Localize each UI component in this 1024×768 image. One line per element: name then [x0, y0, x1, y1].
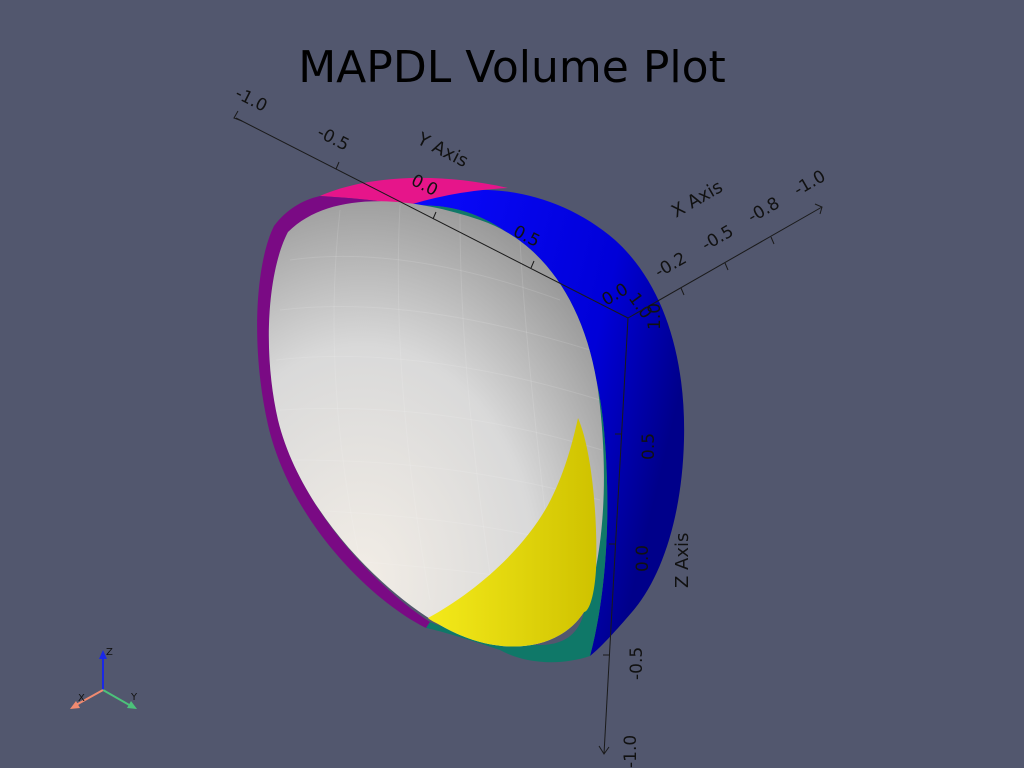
triad-z-label: Z [106, 647, 113, 658]
plot-title: MAPDL Volume Plot [298, 42, 726, 93]
triad-x-axis [75, 689, 104, 706]
triad-z-arrowhead [99, 650, 107, 659]
y-axis-tick-label: -0.5 [314, 123, 353, 156]
z-axis-tick-label: 0.0 [633, 545, 653, 572]
rim-teal [406, 205, 608, 663]
orientation-triad: Z Y X [70, 647, 138, 709]
triad-y-axis [102, 689, 132, 707]
z-axis-title: Z Axis [672, 533, 693, 588]
triad-x-label: X [78, 693, 85, 704]
inner-surface-white [268, 201, 604, 647]
z-axis-tick-label: 0.5 [639, 433, 659, 460]
triad-x-arrowhead [70, 701, 80, 709]
x-axis-tick-label: -1.0 [791, 166, 830, 200]
outer-surface-blue [406, 189, 685, 656]
triad-y-label: Y [130, 692, 138, 703]
z-axis-tick-label: -1.0 [621, 735, 641, 768]
x-axis-tick-label: -0.2 [652, 248, 691, 282]
x-axis-title: X Axis [668, 176, 726, 222]
inner-surface-yellow [428, 418, 597, 647]
triad-y-arrowhead [127, 701, 137, 709]
z-axis-tick-label: 1.0 [645, 303, 665, 330]
y-axis-title: Y Axis [413, 128, 472, 172]
z-axis-tick-label: -0.5 [627, 647, 647, 680]
x-axis-tick-label: -0.8 [745, 193, 784, 227]
rim-purple [257, 196, 430, 628]
z-axis: 1.0 0.5 0.0 -0.5 -1.0 Z Axis [598, 303, 693, 768]
x-axis-tick-label: -0.5 [699, 221, 738, 255]
